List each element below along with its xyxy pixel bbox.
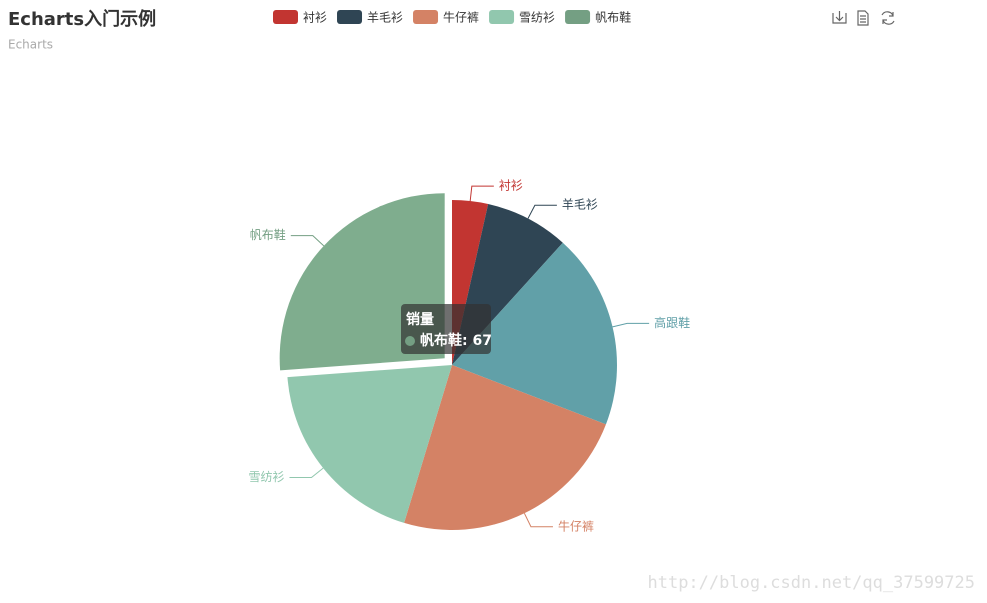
save-icon[interactable] — [832, 11, 847, 24]
legend-label: 雪纺衫 — [519, 11, 555, 25]
legend-item[interactable]: 衬衫 — [273, 10, 327, 25]
label-line — [289, 467, 324, 478]
legend-label: 羊毛衫 — [367, 10, 403, 25]
tooltip-marker — [405, 336, 415, 346]
slice-label: 雪纺衫 — [248, 470, 284, 484]
tooltip: 销量 帆布鞋: 67 — [401, 304, 492, 354]
legend-swatch — [273, 10, 298, 24]
label-line — [469, 185, 494, 202]
label-line — [612, 322, 650, 328]
slice-label: 羊毛衫 — [562, 197, 598, 212]
pie-slice — [452, 242, 617, 425]
tooltip-title: 销量 — [406, 311, 434, 328]
slice-label: 帆布鞋 — [250, 227, 286, 242]
restore-icon[interactable] — [881, 11, 895, 25]
legend-label: 帆布鞋 — [595, 10, 631, 25]
slice-label: 高跟鞋 — [654, 315, 690, 330]
slice-label: 衬衫 — [499, 179, 523, 193]
label-line — [290, 235, 325, 247]
tooltip-box — [401, 304, 491, 354]
pie-slice — [404, 365, 606, 530]
data-view-icon[interactable] — [857, 10, 869, 26]
chart-subtitle: Echarts — [8, 38, 53, 52]
label-line — [523, 513, 553, 528]
legend-item[interactable]: 雪纺衫 — [489, 10, 555, 25]
chart-title: Echarts入门示例 — [8, 8, 156, 30]
legend-swatch — [565, 10, 591, 24]
legend-label: 牛仔裤 — [443, 10, 479, 25]
legend-label: 衬衫 — [303, 11, 327, 25]
toolbox — [832, 10, 895, 26]
legend-swatch — [337, 10, 363, 24]
slice-label: 牛仔裤 — [558, 518, 594, 533]
tooltip-item: 帆布鞋: 67 — [420, 332, 492, 349]
legend-item[interactable]: 羊毛衫 — [337, 10, 403, 25]
legend-swatch — [489, 10, 515, 24]
pie-slice — [287, 365, 452, 523]
legend-swatch — [413, 10, 439, 24]
legend-item[interactable]: 牛仔裤 — [413, 10, 479, 25]
watermark: http://blog.csdn.net/qq_37599725 — [647, 573, 975, 593]
label-line — [527, 204, 557, 219]
legend-item[interactable]: 帆布鞋 — [565, 10, 631, 25]
